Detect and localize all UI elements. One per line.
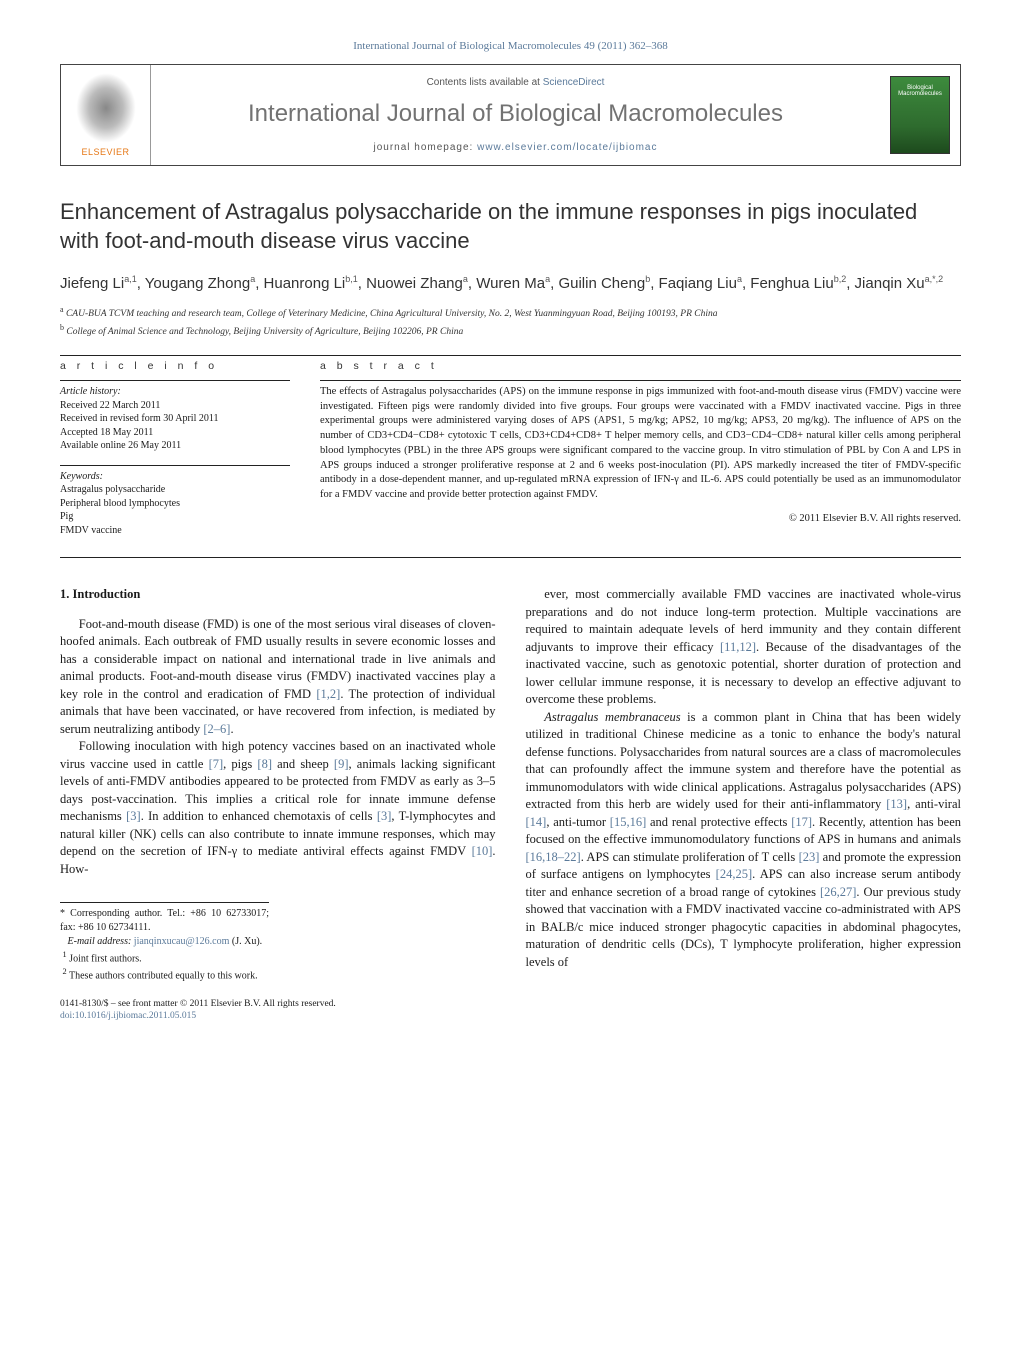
cover-text-2: Macromolecules	[898, 91, 942, 97]
elsevier-logo: ELSEVIER	[61, 65, 151, 165]
footnote-corresponding: * Corresponding author. Tel.: +86 10 627…	[60, 907, 269, 935]
journal-title: International Journal of Biological Macr…	[248, 100, 783, 128]
abstract-text: The effects of Astragalus polysaccharide…	[320, 385, 961, 503]
keyword: FMDV vaccine	[60, 524, 290, 538]
history-revised: Received in revised form 30 April 2011	[60, 412, 290, 426]
keyword: Pig	[60, 510, 290, 524]
footnote-email-line: E-mail address: jianqinxucau@126.com (J.…	[60, 935, 269, 949]
article-title: Enhancement of Astragalus polysaccharide…	[60, 198, 961, 255]
keywords-label: Keywords:	[60, 470, 290, 484]
elsevier-tree-icon	[76, 73, 136, 143]
footer-doi[interactable]: doi:10.1016/j.ijbiomac.2011.05.015	[60, 1010, 496, 1022]
footnotes: * Corresponding author. Tel.: +86 10 627…	[60, 902, 269, 984]
body-columns: 1. Introduction Foot-and-mouth disease (…	[60, 586, 961, 1022]
rule-top	[60, 355, 961, 356]
abstract-copyright: © 2011 Elsevier B.V. All rights reserved…	[320, 513, 961, 524]
rule-abstract	[320, 380, 961, 381]
history-accepted: Accepted 18 May 2011	[60, 426, 290, 440]
email-label: E-mail address:	[68, 936, 132, 947]
abstract: a b s t r a c t The effects of Astragalu…	[320, 360, 961, 549]
elsevier-label: ELSEVIER	[81, 147, 129, 157]
contents-prefix: Contents lists available at	[427, 77, 543, 88]
article-history: Article history: Received 22 March 2011 …	[60, 385, 290, 453]
column-right: ever, most commercially available FMD va…	[526, 586, 962, 1022]
rule-info-1	[60, 380, 290, 381]
body-paragraph: ever, most commercially available FMD va…	[526, 586, 962, 709]
rule-bottom	[60, 557, 961, 558]
sciencedirect-link[interactable]: ScienceDirect	[543, 77, 605, 88]
body-paragraph: Astragalus membranaceus is a common plan…	[526, 709, 962, 972]
section-heading-intro: 1. Introduction	[60, 586, 496, 604]
journal-header-center: Contents lists available at ScienceDirec…	[151, 65, 880, 165]
footer: 0141-8130/$ – see front matter © 2011 El…	[60, 998, 496, 1023]
contents-available-line: Contents lists available at ScienceDirec…	[427, 77, 605, 88]
article-info-heading: a r t i c l e i n f o	[60, 360, 290, 372]
column-left: 1. Introduction Foot-and-mouth disease (…	[60, 586, 496, 1022]
author-list: Jiefeng Lia,1, Yougang Zhonga, Huanrong …	[60, 273, 961, 294]
keyword: Astragalus polysaccharide	[60, 483, 290, 497]
body-paragraph: Foot-and-mouth disease (FMD) is one of t…	[60, 616, 496, 739]
history-online: Available online 26 May 2011	[60, 439, 290, 453]
running-header: International Journal of Biological Macr…	[60, 40, 961, 52]
article-info: a r t i c l e i n f o Article history: R…	[60, 360, 290, 549]
footnote-2: 2 These authors contributed equally to t…	[60, 966, 269, 983]
homepage-prefix: journal homepage:	[373, 142, 477, 153]
body-paragraph: Following inoculation with high potency …	[60, 738, 496, 878]
rule-info-2	[60, 465, 290, 466]
journal-header: ELSEVIER Contents lists available at Sci…	[60, 64, 961, 166]
journal-cover: Biological Macromolecules	[880, 65, 960, 165]
footnote-1: 1 Joint first authors.	[60, 949, 269, 966]
footnote-2-text: These authors contributed equally to thi…	[69, 971, 258, 982]
history-received: Received 22 March 2011	[60, 399, 290, 413]
keywords-block: Keywords: Astragalus polysaccharidePerip…	[60, 470, 290, 538]
journal-homepage-line: journal homepage: www.elsevier.com/locat…	[373, 142, 657, 153]
corresponding-email[interactable]: jianqinxucau@126.com	[134, 936, 230, 947]
journal-homepage-link[interactable]: www.elsevier.com/locate/ijbiomac	[477, 142, 657, 153]
email-suffix: (J. Xu).	[232, 936, 262, 947]
cover-thumbnail: Biological Macromolecules	[890, 76, 950, 154]
history-label: Article history:	[60, 385, 290, 399]
footnote-1-text: Joint first authors.	[69, 953, 142, 964]
keyword: Peripheral blood lymphocytes	[60, 497, 290, 511]
footer-issn: 0141-8130/$ – see front matter © 2011 El…	[60, 998, 496, 1010]
abstract-heading: a b s t r a c t	[320, 360, 961, 372]
affiliations: a CAU-BUA TCVM teaching and research tea…	[60, 304, 961, 339]
